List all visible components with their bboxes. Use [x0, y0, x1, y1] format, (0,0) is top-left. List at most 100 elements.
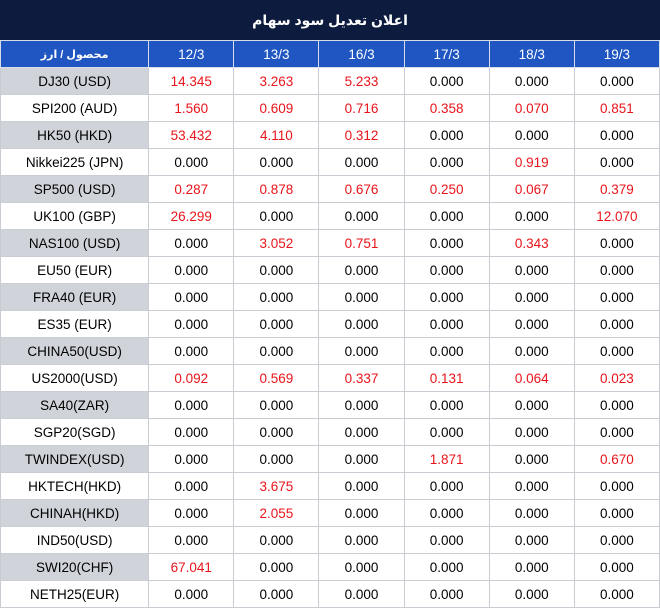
dividend-value-cell: 0.000 — [318, 418, 405, 446]
dividend-value-cell: 0.000 — [488, 67, 575, 95]
dividend-value-cell: 0.000 — [318, 580, 405, 608]
dividend-value-cell: 0.000 — [403, 418, 490, 446]
dividend-value-cell: 3.263 — [233, 67, 320, 95]
dividend-value-cell: 0.000 — [318, 391, 405, 419]
dividend-value-cell: 0.000 — [573, 67, 660, 95]
dividend-value-cell: 0.000 — [573, 580, 660, 608]
dividend-value-cell: 0.000 — [318, 148, 405, 176]
table-row: FRA40 (EUR) 0.000 0.000 0.000 0.000 0.000 0.00… — [0, 283, 660, 311]
table-row: SGP20(SGD) 0.000 0.000 0.000 0.000 0.000 0.000 — [0, 418, 660, 446]
dividend-value-cell: 0.000 — [488, 580, 575, 608]
row-symbol: Nikkei225 (JPN) — [0, 148, 150, 176]
column-header-date: 13/3 — [233, 40, 320, 68]
dividend-value-cell: 0.716 — [318, 94, 405, 122]
dividend-value-cell: 12.070 — [573, 202, 660, 230]
dividend-value-cell: 0.878 — [233, 175, 320, 203]
dividend-value-cell: 0.000 — [573, 418, 660, 446]
dividend-value-cell: 0.000 — [403, 67, 490, 95]
row-symbol: US2000(USD) — [0, 364, 150, 392]
dividend-value-cell: 0.000 — [148, 283, 235, 311]
dividend-value-cell: 0.000 — [318, 472, 405, 500]
column-header-date: 16/3 — [318, 40, 405, 68]
dividend-value-cell: 1.871 — [403, 445, 490, 473]
dividend-value-cell: 0.000 — [318, 526, 405, 554]
dividend-value-cell: 0.000 — [318, 310, 405, 338]
dividend-value-cell: 0.000 — [233, 202, 320, 230]
dividend-value-cell: 0.000 — [573, 337, 660, 365]
dividend-value-cell: 26.299 — [148, 202, 235, 230]
dividend-value-cell: 0.000 — [488, 526, 575, 554]
dividend-value-cell: 0.092 — [148, 364, 235, 392]
dividend-value-cell: 0.000 — [403, 229, 490, 257]
dividend-value-cell: 0.312 — [318, 121, 405, 149]
dividend-value-cell: 0.000 — [233, 310, 320, 338]
dividend-value-cell: 0.000 — [233, 283, 320, 311]
table-body: DJ30 (USD) 14.345 3.263 5.233 0.000 0.000 0.00… — [0, 67, 660, 608]
dividend-value-cell: 0.000 — [403, 499, 490, 527]
row-symbol: FRA40 (EUR) — [0, 283, 150, 311]
table-row: CHINA50(USD) 0.000 0.000 0.000 0.000 0.000 0.0… — [0, 337, 660, 365]
dividend-value-cell: 0.000 — [488, 202, 575, 230]
dividend-value-cell: 0.000 — [488, 337, 575, 365]
dividend-value-cell: 0.064 — [488, 364, 575, 392]
column-header-date: 18/3 — [488, 40, 575, 68]
row-symbol: SPI200 (AUD) — [0, 94, 150, 122]
dividend-value-cell: 0.000 — [403, 580, 490, 608]
dividend-value-cell: 0.287 — [148, 175, 235, 203]
table-row: ES35 (EUR) 0.000 0.000 0.000 0.000 0.000 0.000 — [0, 310, 660, 338]
row-symbol: SGP20(SGD) — [0, 418, 150, 446]
dividend-value-cell: 0.000 — [573, 472, 660, 500]
table-row: NAS100 (USD) 0.000 3.052 0.751 0.000 0.343 0.0… — [0, 229, 660, 257]
dividend-value-cell: 0.670 — [573, 445, 660, 473]
dividend-value-cell: 0.000 — [573, 121, 660, 149]
dividend-value-cell: 0.000 — [148, 391, 235, 419]
table-row: IND50(USD) 0.000 0.000 0.000 0.000 0.000 0.000 — [0, 526, 660, 554]
dividend-value-cell: 0.000 — [318, 283, 405, 311]
dividend-value-cell: 0.000 — [318, 445, 405, 473]
column-header-date: 17/3 — [403, 40, 490, 68]
row-symbol: DJ30 (USD) — [0, 67, 150, 95]
table-row: UK100 (GBP) 26.299 0.000 0.000 0.000 0.000 12.… — [0, 202, 660, 230]
dividend-value-cell: 0.000 — [148, 337, 235, 365]
dividend-value-cell: 0.000 — [148, 499, 235, 527]
dividend-value-cell: 0.000 — [488, 553, 575, 581]
dividend-value-cell: 0.000 — [403, 121, 490, 149]
table-row: SA40(ZAR) 0.000 0.000 0.000 0.000 0.000 0.000 — [0, 391, 660, 419]
dividend-value-cell: 0.000 — [403, 472, 490, 500]
dividend-value-cell: 0.358 — [403, 94, 490, 122]
row-symbol: NETH25(EUR) — [0, 580, 150, 608]
table-row: EU50 (EUR) 0.000 0.000 0.000 0.000 0.000 0.000 — [0, 256, 660, 284]
table-row: DJ30 (USD) 14.345 3.263 5.233 0.000 0.000 0.00… — [0, 67, 660, 95]
dividend-value-cell: 53.432 — [148, 121, 235, 149]
dividend-value-cell: 0.000 — [148, 526, 235, 554]
dividend-value-cell: 0.000 — [403, 148, 490, 176]
dividend-value-cell: 3.675 — [233, 472, 320, 500]
dividend-value-cell: 0.000 — [573, 256, 660, 284]
dividend-value-cell: 0.379 — [573, 175, 660, 203]
dividend-value-cell: 67.041 — [148, 553, 235, 581]
row-symbol: NAS100 (USD) — [0, 229, 150, 257]
dividend-value-cell: 0.000 — [233, 337, 320, 365]
column-header-date: 19/3 — [573, 40, 660, 68]
dividend-value-cell: 0.000 — [488, 418, 575, 446]
row-symbol: EU50 (EUR) — [0, 256, 150, 284]
dividend-table: محصول / ارز 12/3 13/3 16/3 17/3 18/3 19/… — [0, 40, 660, 608]
dividend-value-cell: 0.000 — [573, 553, 660, 581]
row-symbol: IND50(USD) — [0, 526, 150, 554]
dividend-value-cell: 0.000 — [148, 472, 235, 500]
dividend-value-cell: 0.000 — [233, 580, 320, 608]
table-row: SWI20(CHF) 67.041 0.000 0.000 0.000 0.000 0.00… — [0, 553, 660, 581]
dividend-value-cell: 0.000 — [318, 202, 405, 230]
dividend-value-cell: 0.000 — [403, 256, 490, 284]
dividend-value-cell: 0.000 — [573, 310, 660, 338]
dividend-value-cell: 1.560 — [148, 94, 235, 122]
dividend-value-cell: 0.000 — [233, 148, 320, 176]
row-symbol: UK100 (GBP) — [0, 202, 150, 230]
dividend-value-cell: 0.000 — [148, 229, 235, 257]
dividend-value-cell: 0.131 — [403, 364, 490, 392]
row-symbol: TWINDEX(USD) — [0, 445, 150, 473]
dividend-value-cell: 4.110 — [233, 121, 320, 149]
column-header-symbol: محصول / ارز — [0, 40, 150, 68]
dividend-value-cell: 0.000 — [488, 499, 575, 527]
dividend-value-cell: 0.337 — [318, 364, 405, 392]
